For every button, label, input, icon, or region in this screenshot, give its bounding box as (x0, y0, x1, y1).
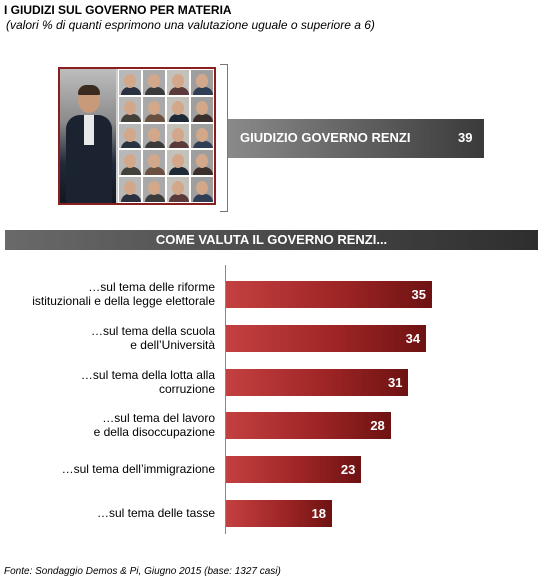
minister-portrait (142, 69, 166, 96)
bar-value-label: 34 (405, 330, 421, 346)
bar-value-label: 35 (411, 287, 426, 302)
minister-portrait (118, 122, 142, 150)
category-label-line: …sul tema delle riforme (88, 280, 215, 294)
bracket-divider (220, 64, 228, 212)
bar (226, 500, 332, 527)
overall-judgement-label: GIUDIZIO GOVERNO RENZI (240, 130, 411, 145)
chart-subtitle: (valori % di quanti esprimono una valuta… (6, 18, 375, 32)
minister-portrait (190, 122, 214, 150)
minister-portrait (142, 122, 166, 150)
minister-portrait (166, 176, 190, 203)
overall-judgement-value: 39 (458, 130, 473, 145)
bar-value-label: 31 (387, 374, 403, 390)
section-header-label: COME VALUTA IL GOVERNO RENZI... (155, 232, 388, 247)
overall-judgement-bar (228, 119, 484, 158)
category-label-line: e della disoccupazione (93, 425, 215, 440)
bar (226, 324, 427, 352)
minister-portrait (142, 176, 166, 203)
minister-portrait (190, 176, 214, 203)
bar (226, 412, 391, 440)
government-photo-collage (58, 67, 216, 205)
bar (226, 456, 362, 484)
category-label-line: corruzione (158, 381, 215, 396)
minister-portrait (118, 149, 142, 177)
category-label: …sul tema delle tasse (97, 506, 215, 520)
minister-portrait (190, 95, 214, 123)
category-label-line: …sul tema delle tasse (96, 506, 215, 520)
section-header: COME VALUTA IL GOVERNO RENZI... (5, 230, 538, 250)
bar-value-label: 28 (370, 418, 385, 434)
minister-portrait (190, 69, 214, 96)
category-label-line: …sul tema dell’immigrazione (61, 462, 215, 477)
minister-portrait (166, 69, 190, 96)
category-label-line: …sul tema della scuola (90, 323, 215, 338)
category-axis-line (225, 265, 226, 534)
category-label-line: istituzionali e della legge elettorale (32, 294, 215, 308)
minister-portrait (166, 122, 190, 150)
category-label-line: …sul tema del lavoro (102, 411, 215, 426)
minister-portrait (166, 149, 190, 177)
category-label: …sul tema della scuola e dell’Università (91, 324, 215, 352)
category-label: …sul tema del lavoro e della disoccupazio… (94, 411, 215, 439)
premier-portrait (60, 69, 116, 203)
bar-value-label: 23 (340, 462, 356, 478)
category-label: …sul tema dell’immigrazione (62, 462, 215, 476)
bar (226, 368, 409, 396)
category-label: …sul tema della lotta alla corruzione (81, 368, 215, 396)
bar (226, 281, 432, 308)
minister-portrait (142, 149, 166, 177)
minister-portrait (118, 176, 142, 203)
category-label: …sul tema delle riforme istituzionali e d… (32, 280, 215, 308)
minister-portrait (166, 95, 190, 123)
minister-portrait (142, 95, 166, 123)
category-label-line: e dell’Università (130, 337, 215, 352)
bar-value-label: 18 (311, 506, 326, 521)
minister-portrait (190, 149, 214, 177)
category-label-line: …sul tema della lotta alla (80, 367, 215, 382)
ministers-grid (118, 69, 214, 203)
chart-title: I GIUDIZI SUL GOVERNO PER MATERIA (4, 3, 232, 17)
minister-portrait (118, 69, 142, 96)
minister-portrait (118, 95, 142, 123)
source-note: Fonte: Sondaggio Demos & Pi, Giugno 2015… (4, 566, 281, 577)
